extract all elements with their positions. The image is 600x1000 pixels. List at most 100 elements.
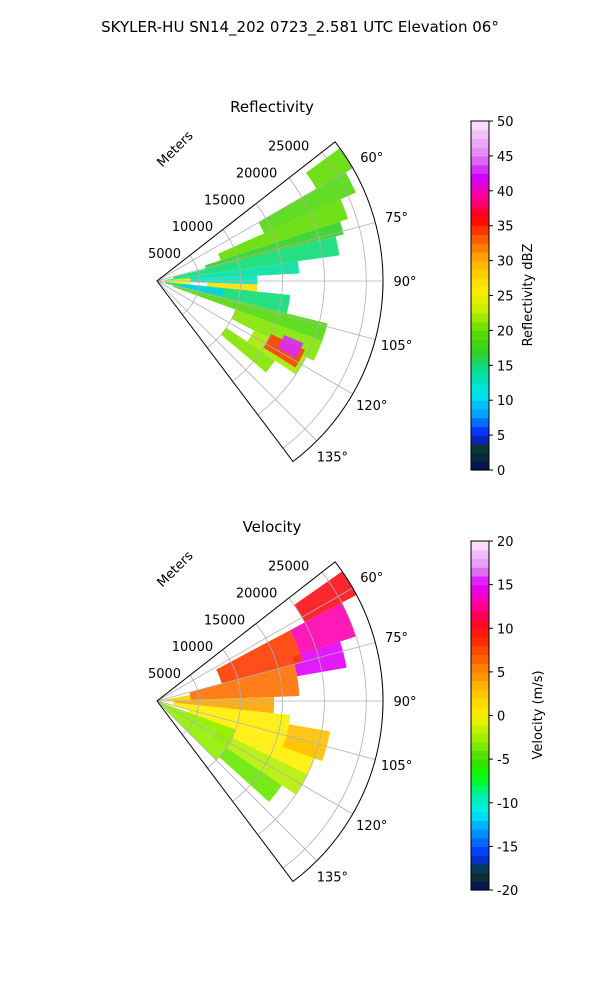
range-tick-label: 10000 — [172, 220, 213, 235]
colorbar-segment — [471, 225, 489, 236]
colorbar-segment — [471, 846, 489, 856]
data-cell — [206, 282, 258, 292]
reflectivity-panel: Reflectivity Meters 5000 10000 15000 20000 2… — [148, 98, 536, 479]
colorbar-segment — [471, 347, 489, 358]
range-tick-label: 25000 — [268, 559, 309, 574]
range-tick-label: 5000 — [148, 247, 181, 262]
colorbar-segment — [471, 575, 489, 586]
data-cell — [161, 275, 258, 285]
colorbar-segment — [471, 549, 489, 560]
range-gridline — [232, 203, 283, 382]
colorbar-segment — [471, 129, 489, 140]
colorbar-segment — [471, 680, 489, 690]
colorbar-segment — [471, 147, 489, 157]
colorbar-segment — [471, 750, 489, 760]
colorbar-segment — [471, 855, 489, 865]
data-cell — [292, 641, 347, 677]
range-gridline — [207, 229, 242, 349]
colorbar-segment — [471, 698, 489, 708]
data-cell — [294, 571, 357, 623]
colorbar-segment — [471, 208, 489, 218]
colorbar-segment — [471, 234, 489, 244]
colorbar-segment — [471, 602, 489, 612]
colorbar-segment — [471, 339, 489, 349]
colorbar-segment — [471, 671, 489, 682]
azimuth-gridline — [156, 700, 353, 815]
colorbar-segment — [471, 732, 489, 743]
colorbar-segment — [471, 417, 489, 427]
azimuth-gridline — [156, 587, 353, 702]
data-cell — [277, 334, 304, 359]
colorbar-segment — [471, 408, 489, 419]
range-gridline — [181, 254, 200, 315]
colorbar-segment — [471, 628, 489, 638]
azimuth-tick-label: 120° — [356, 819, 387, 834]
reflectivity-colorbar: 0 5 10 15 20 25 30 35 40 45 50 — [470, 115, 514, 479]
data-cell — [305, 148, 353, 189]
colorbar-segment — [471, 863, 489, 874]
azimuth-tick-labels: 60° 75° 90° 105° 120° 135° — [317, 571, 417, 885]
colorbar-tick-label: 0 — [497, 464, 505, 479]
colorbar-segment — [471, 435, 489, 445]
colorbar-tick-label: -5 — [497, 753, 510, 768]
colorbar-segment — [471, 173, 489, 183]
colorbar-tick-label: -10 — [497, 797, 518, 812]
colorbar-segment — [471, 593, 489, 603]
colorbar-segment — [471, 278, 489, 288]
colorbar-segment — [471, 260, 489, 270]
range-gridline — [207, 649, 242, 769]
colorbar-segment — [471, 216, 489, 227]
colorbar-segment — [471, 155, 489, 166]
colorbar-segment — [471, 881, 489, 891]
range-tick-label: 5000 — [148, 667, 181, 682]
colorbar-segment — [471, 706, 489, 717]
range-tick-label: 20000 — [236, 166, 277, 181]
azimuth-tick-label: 75° — [385, 211, 408, 226]
azimuth-gridline — [156, 167, 353, 282]
azimuth-tick-label: 120° — [356, 399, 387, 414]
colorbar-segment — [471, 767, 489, 778]
colorbar-tick-label: 15 — [497, 579, 514, 594]
colorbar-segment — [471, 645, 489, 656]
azimuth-gridline — [156, 700, 376, 760]
colorbar-tick-label: 5 — [497, 429, 505, 444]
colorbar-tick-label: 5 — [497, 666, 505, 681]
colorbar-segment — [471, 636, 489, 647]
colorbar-label: Velocity (m/s) — [531, 670, 546, 759]
colorbar-segment — [471, 182, 489, 192]
colorbar-tick-label: 35 — [497, 220, 514, 235]
colorbar-tick-label: 30 — [497, 255, 514, 270]
colorbar-tick-label: 45 — [497, 150, 514, 165]
data-cell — [221, 327, 275, 373]
colorbar-segment — [471, 321, 489, 331]
range-axis-label: Meters — [155, 128, 197, 170]
reflectivity-ppi-plot — [156, 141, 384, 463]
range-tick-label: 15000 — [204, 613, 245, 628]
colorbar-segment — [471, 295, 489, 305]
colorbar-segment — [471, 820, 489, 830]
colorbar-segment — [471, 400, 489, 410]
colorbar-segment — [471, 443, 489, 454]
range-tick-label: 15000 — [204, 193, 245, 208]
range-tick-label: 10000 — [172, 640, 213, 655]
velocity-ppi-plot — [156, 561, 384, 883]
range-gridline — [257, 177, 325, 416]
colorbar-segment — [471, 558, 489, 568]
data-cell — [258, 172, 356, 234]
colorbar-segment — [471, 541, 489, 551]
azimuth-gridline — [156, 700, 318, 862]
range-tick-label: 20000 — [236, 586, 277, 601]
colorbar-segment — [471, 391, 489, 401]
data-cell — [189, 664, 300, 700]
azimuth-gridline — [156, 280, 376, 340]
colorbar-segment — [471, 759, 489, 769]
panel-title: Velocity — [243, 518, 302, 536]
colorbar-segment — [471, 330, 489, 340]
colorbar-segment — [471, 243, 489, 253]
range-gridline — [282, 571, 367, 869]
range-tick-labels: 5000 10000 15000 20000 25000 — [148, 559, 309, 682]
colorbar-segment — [471, 837, 489, 847]
colorbar-segment — [471, 426, 489, 436]
azimuth-tick-label: 90° — [393, 695, 416, 710]
